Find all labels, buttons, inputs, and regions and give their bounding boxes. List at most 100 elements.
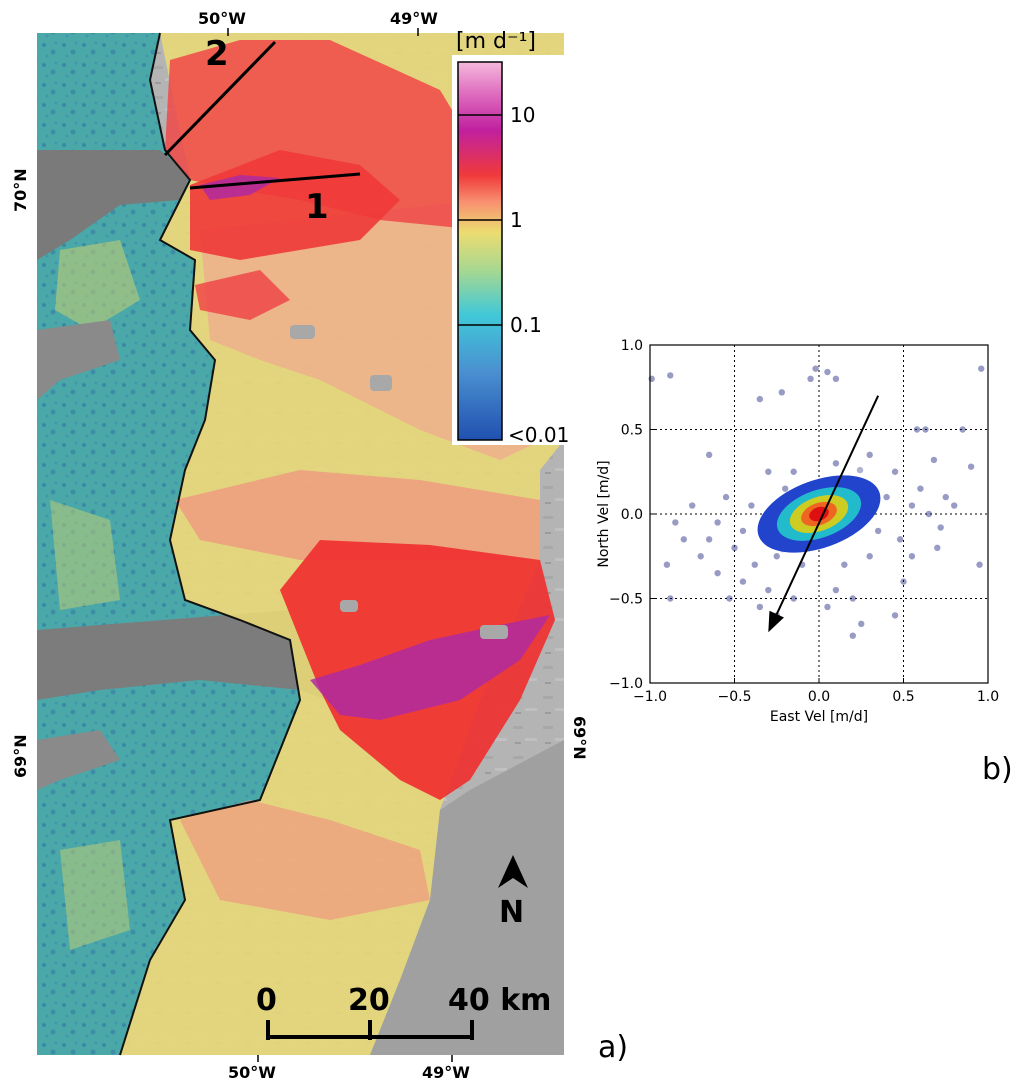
scatter-point: [908, 553, 916, 560]
scatter-point: [765, 586, 772, 594]
scatter-point: [930, 456, 938, 464]
scatter-point: [663, 561, 671, 568]
scatter-density-core: [757, 475, 881, 553]
scatter-point: [705, 451, 713, 459]
scatter-point: [756, 395, 764, 403]
scatter-point: [731, 544, 738, 551]
arrow-shaft: [775, 395, 880, 615]
scatter-point: [978, 365, 985, 372]
scatter-point: [913, 426, 921, 433]
scatter-point: [883, 493, 890, 501]
profile-line-1: [189, 172, 361, 190]
scatter-y-axis-label: North Vel [m/d]: [596, 460, 612, 567]
scatter-point: [739, 527, 747, 535]
x-tick-label: 0.0: [808, 689, 830, 705]
scalebar-label-20: 20: [348, 983, 390, 1018]
scatter-point: [714, 569, 721, 577]
colorbar: 10 1 0.1 <0.01: [452, 55, 569, 447]
mean-flow-arrow: [768, 395, 880, 633]
colorbar-tick-0.1: 0.1: [510, 313, 542, 337]
y-tick-label: 0.0: [621, 507, 643, 523]
scatter-point: [866, 451, 873, 459]
scatter-point: [874, 527, 882, 535]
scatter-point: [951, 502, 958, 509]
scatter-x-axis-label: East Vel [m/d]: [770, 709, 868, 725]
scatter-point: [976, 561, 983, 568]
scatter-point: [967, 463, 975, 470]
scatter-point: [756, 603, 764, 611]
scatter-point: [807, 375, 814, 382]
scatter-point: [782, 485, 789, 492]
x-tick-label: 0.5: [892, 689, 914, 705]
scatter-point: [812, 365, 819, 372]
scatter-point: [778, 389, 786, 396]
scatter-point: [667, 372, 674, 379]
scatter-point: [858, 620, 865, 628]
scatter-point: [739, 578, 747, 585]
scatter-point: [891, 468, 899, 475]
scatter-point: [824, 368, 831, 376]
scatter-point: [841, 561, 848, 568]
scatter-point: [942, 493, 949, 501]
lat-label-left-69n: 69°N: [11, 734, 30, 778]
scatter-point: [722, 493, 730, 501]
lon-label-top-50w: 50°W: [198, 9, 246, 28]
profile-line-2: [163, 40, 277, 157]
lat-label-left-70n: 70°N: [11, 168, 30, 212]
scatter-point: [866, 553, 873, 560]
scatter-point: [751, 561, 758, 568]
scatter-point: [832, 586, 840, 594]
scatter-point: [832, 460, 840, 467]
scatter-point: [790, 468, 797, 475]
velocity-map-panel: 1 2 10 1 0.1 <0.01 [m d⁻¹] 50°W 49°W 50°…: [11, 9, 589, 1082]
scatter-point: [714, 519, 721, 526]
lon-label-bottom-49w: 49°W: [422, 1063, 470, 1082]
scatter-point: [689, 502, 696, 509]
colorbar-tick-1: 1: [510, 208, 523, 232]
scatter-point: [667, 595, 674, 602]
scatter-axes: −1.0−1.0 −0.5 −0.5 0.0 0.0 0.5 0.5 1.0 1.0: [609, 338, 999, 705]
scalebar-label-0: 0: [256, 983, 277, 1018]
north-label: N: [499, 895, 524, 930]
scatter-point: [705, 536, 713, 543]
y-tick-label: −1.0: [609, 676, 643, 692]
colorbar-tick-min: <0.01: [508, 423, 569, 447]
ice-margin-line: [119, 32, 302, 1056]
profile-label-2: 2: [205, 34, 229, 74]
scatter-point: [672, 519, 679, 526]
colorbar-tick-10: 10: [510, 103, 535, 127]
scalebar-label-40km: 40 km: [448, 983, 551, 1018]
north-arrow-icon: [498, 855, 528, 888]
scatter-point: [748, 502, 755, 509]
scatter-point: [934, 544, 941, 551]
scatter-point: [891, 612, 899, 619]
scatter-point: [824, 603, 831, 611]
scatter-point: [765, 468, 772, 475]
y-tick-label: 1.0: [621, 338, 643, 354]
arrow-head: [768, 610, 784, 633]
scatter-point: [697, 553, 704, 560]
y-tick-label: 0.5: [621, 423, 643, 439]
x-tick-label: 1.0: [977, 689, 999, 705]
scatter-point: [790, 595, 797, 602]
scalebar: [266, 1020, 474, 1040]
scatter-point: [959, 426, 966, 433]
scatter-point: [896, 536, 904, 543]
lat-label-right-69n: 69°N: [570, 716, 589, 760]
x-tick-label: −1.0: [633, 689, 667, 705]
scatter-point: [908, 502, 916, 509]
scatter-point: [937, 524, 944, 531]
scatter-point: [856, 466, 864, 474]
scatter-point: [917, 485, 924, 492]
velocity-scatter-plot: −1.0−1.0 −0.5 −0.5 0.0 0.0 0.5 0.5 1.0 1.0 East …: [596, 338, 999, 725]
scatter-point: [900, 578, 907, 585]
lon-label-top-49w: 49°W: [390, 9, 438, 28]
scatter-point: [773, 553, 780, 560]
colorbar-unit-label: [m d⁻¹]: [456, 29, 536, 54]
scatter-point: [925, 510, 933, 518]
y-tick-label: −0.5: [609, 592, 643, 608]
panel-b-label: b): [982, 752, 1013, 787]
scatter-point: [849, 632, 856, 639]
lon-label-bottom-50w: 50°W: [228, 1063, 276, 1082]
profile-label-1: 1: [305, 187, 329, 227]
